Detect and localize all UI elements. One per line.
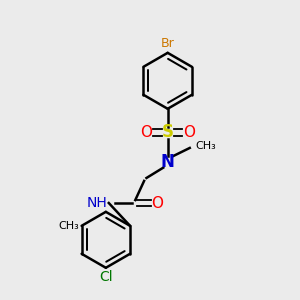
Text: N: N xyxy=(161,153,175,171)
Text: NH: NH xyxy=(87,196,107,210)
Text: CH₃: CH₃ xyxy=(58,221,79,231)
Text: CH₃: CH₃ xyxy=(196,141,216,151)
Text: O: O xyxy=(152,196,164,211)
Text: Cl: Cl xyxy=(99,270,112,284)
Text: O: O xyxy=(140,125,152,140)
Text: Br: Br xyxy=(161,38,175,50)
Text: S: S xyxy=(162,123,174,141)
Text: O: O xyxy=(183,125,195,140)
